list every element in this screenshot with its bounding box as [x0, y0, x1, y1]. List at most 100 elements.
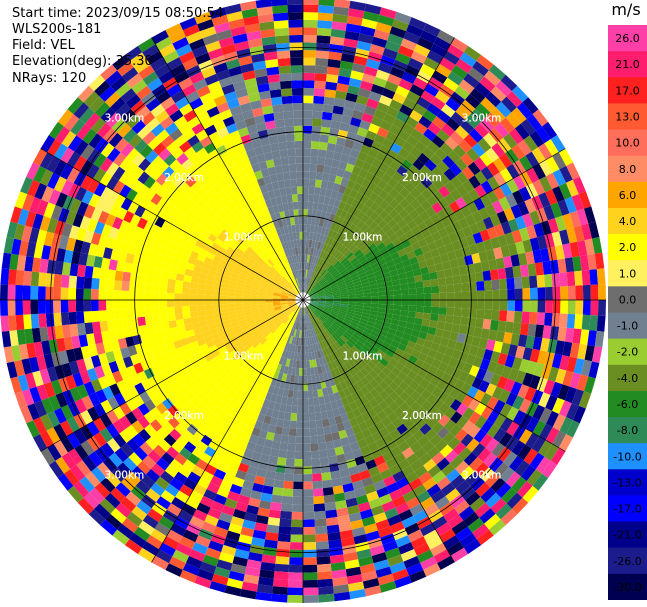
velocity-gate [268, 239, 276, 248]
velocity-gate [382, 155, 394, 167]
velocity-gate [301, 269, 303, 278]
velocity-gate [246, 85, 259, 96]
velocity-gate [322, 284, 330, 290]
velocity-gate [500, 245, 511, 258]
velocity-gate [117, 251, 128, 263]
velocity-gate [354, 192, 364, 202]
velocity-gate [40, 135, 56, 153]
velocity-gate [429, 271, 438, 280]
velocity-gate [329, 424, 339, 434]
velocity-gate [381, 366, 392, 376]
velocity-gate [358, 272, 367, 279]
velocity-gate [215, 144, 228, 156]
velocity-gate [478, 207, 490, 220]
velocity-gate [287, 579, 303, 588]
velocity-gate [101, 330, 111, 343]
velocity-gate [434, 238, 445, 249]
velocity-gate [185, 31, 203, 44]
velocity-gate [277, 372, 284, 381]
velocity-gate [383, 276, 392, 283]
velocity-gate [316, 289, 324, 294]
colorbar-swatch [608, 103, 647, 131]
velocity-gate [100, 519, 118, 536]
range-ring-label: 3.00km [105, 470, 145, 482]
velocity-gate [274, 307, 282, 311]
velocity-gate [358, 337, 367, 345]
velocity-gate [325, 338, 332, 346]
velocity-gate [439, 337, 450, 347]
colorbar-tick-label: 1.0 [619, 267, 637, 280]
velocity-gate [501, 365, 512, 379]
velocity-gate [98, 234, 109, 248]
velocity-gate [352, 448, 363, 459]
velocity-gate [240, 269, 249, 276]
velocity-gate [506, 406, 519, 422]
velocity-gate [57, 109, 74, 127]
velocity-gate [426, 446, 440, 459]
velocity-gate [246, 319, 255, 325]
velocity-gate [254, 114, 266, 125]
velocity-gate [299, 353, 303, 361]
velocity-gate [305, 345, 309, 353]
velocity-gate [340, 305, 348, 310]
velocity-gate [288, 209, 295, 218]
velocity-gate [370, 234, 380, 243]
velocity-gate [246, 30, 262, 41]
velocity-gate [309, 279, 314, 287]
velocity-gate [121, 517, 139, 533]
velocity-gate [117, 61, 134, 77]
velocity-gate [211, 259, 220, 268]
velocity-gate [281, 341, 287, 350]
velocity-gate [317, 249, 322, 258]
velocity-gate [402, 97, 417, 110]
velocity-gate [332, 290, 340, 294]
velocity-gate [80, 175, 94, 190]
velocity-gate [118, 415, 132, 430]
velocity-gate [417, 435, 430, 448]
velocity-gate [389, 323, 399, 331]
velocity-gate [450, 455, 464, 469]
velocity-gate [267, 249, 275, 258]
velocity-gate [265, 470, 276, 480]
velocity-gate [398, 412, 410, 424]
velocity-gate [318, 449, 328, 459]
velocity-gate [267, 384, 275, 394]
velocity-gate [237, 494, 251, 505]
velocity-gate [316, 275, 323, 283]
colorbar-swatch [608, 25, 647, 52]
velocity-gate [199, 495, 214, 508]
velocity-gate [241, 201, 250, 212]
velocity-gate [198, 234, 208, 244]
velocity-gate [72, 372, 84, 387]
velocity-gate [114, 392, 126, 407]
azimuth-spoke [302, 299, 566, 452]
velocity-gate [209, 581, 227, 593]
velocity-gate [431, 421, 444, 434]
velocity-gate [340, 114, 352, 125]
velocity-gate [299, 315, 302, 323]
velocity-gate [345, 350, 354, 359]
velocity-gate [356, 296, 364, 300]
velocity-gate [334, 251, 342, 259]
velocity-gate [356, 252, 365, 260]
velocity-gate [45, 286, 54, 300]
velocity-gate [303, 262, 305, 270]
velocity-gate [238, 151, 249, 162]
velocity-gate [77, 497, 95, 515]
velocity-gate [216, 427, 228, 438]
velocity-gate [309, 171, 317, 180]
velocity-gate [121, 300, 129, 310]
velocity-gate [93, 168, 107, 183]
velocity-gate [262, 383, 271, 392]
velocity-gate [237, 315, 246, 322]
velocity-gate [579, 329, 590, 345]
velocity-gate [205, 40, 222, 53]
velocity-gate [157, 227, 168, 239]
velocity-gate [367, 317, 377, 324]
velocity-gate [273, 303, 281, 307]
velocity-gate [268, 312, 276, 318]
velocity-gate [150, 463, 165, 477]
velocity-gate [71, 251, 81, 265]
velocity-gate [244, 424, 255, 435]
velocity-gate [211, 204, 222, 215]
